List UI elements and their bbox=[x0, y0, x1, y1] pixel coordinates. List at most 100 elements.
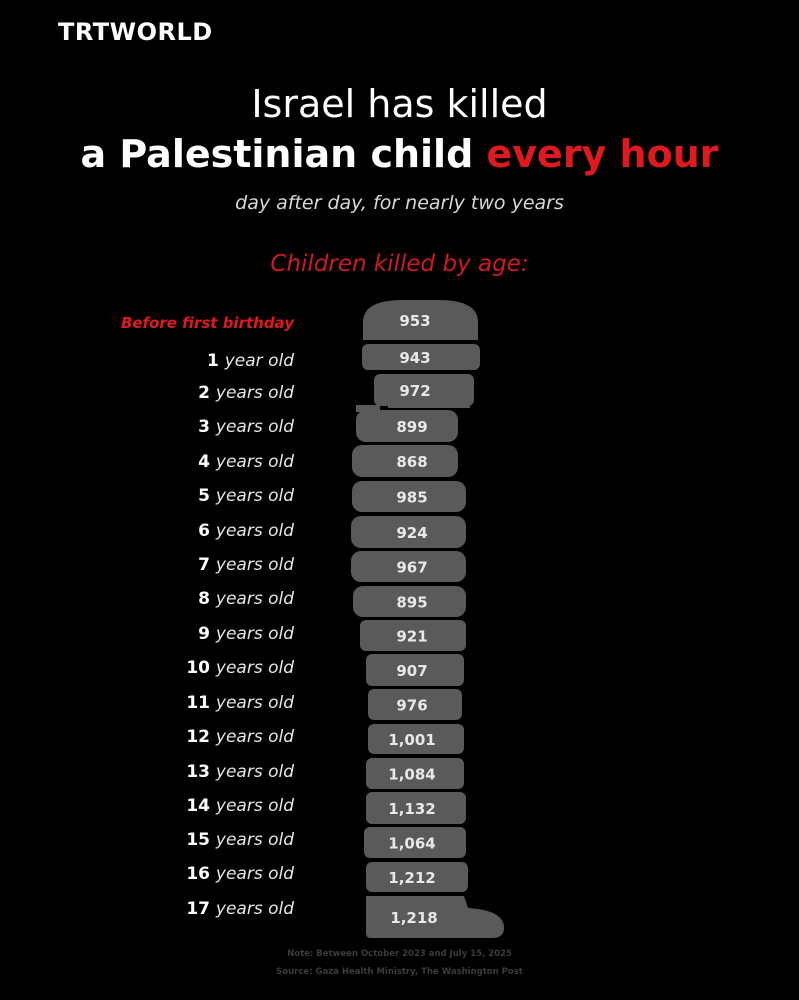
value-label-2: 972 bbox=[399, 382, 430, 400]
age-number: 5 bbox=[198, 486, 216, 506]
value-label-7: 967 bbox=[396, 559, 427, 577]
silhouette-band-11 bbox=[368, 689, 462, 720]
age-number: 12 bbox=[186, 727, 216, 747]
age-number: 16 bbox=[186, 864, 216, 884]
age-number: 1 bbox=[207, 351, 225, 371]
age-number: 15 bbox=[186, 830, 216, 850]
footer-note: Note: Between October 2023 and July 15, … bbox=[287, 949, 512, 959]
silhouette-band-17 bbox=[366, 896, 504, 938]
age-label-1: 1 year old bbox=[4, 351, 294, 371]
value-label-5: 985 bbox=[396, 489, 427, 507]
silhouette-band-2 bbox=[374, 374, 474, 406]
subtitle: day after day, for nearly two years bbox=[235, 192, 564, 214]
silhouette-band-8 bbox=[353, 586, 466, 617]
age-number: 4 bbox=[198, 452, 216, 472]
silhouette-band-7 bbox=[351, 551, 466, 582]
value-label-3: 899 bbox=[396, 418, 427, 436]
age-unit: years old bbox=[215, 899, 294, 919]
value-label-8: 895 bbox=[396, 594, 427, 612]
silhouette-band-13 bbox=[366, 758, 464, 789]
age-number: 3 bbox=[198, 417, 216, 437]
age-unit: years old bbox=[215, 555, 294, 575]
silhouette-connector-0 bbox=[388, 402, 470, 408]
chart-title: Children killed by age: bbox=[270, 251, 529, 277]
age-label-11: 11 years old bbox=[4, 693, 294, 713]
age-number: 7 bbox=[198, 555, 216, 575]
value-label-0: 953 bbox=[399, 312, 430, 330]
value-label-10: 907 bbox=[396, 662, 427, 680]
age-label-10: 10 years old bbox=[4, 658, 294, 678]
age-unit: years old bbox=[215, 693, 294, 713]
age-number: 6 bbox=[198, 521, 216, 541]
value-label-13: 1,084 bbox=[388, 766, 435, 784]
age-number: 11 bbox=[186, 693, 216, 713]
age-number: 14 bbox=[186, 796, 216, 816]
value-label-14: 1,132 bbox=[388, 800, 435, 818]
headline-accent-text: every hour bbox=[486, 132, 719, 176]
silhouette-band-4 bbox=[352, 445, 458, 477]
age-label-4: 4 years old bbox=[4, 452, 294, 472]
age-label-12: 12 years old bbox=[4, 727, 294, 747]
age-label-9: 9 years old bbox=[4, 624, 294, 644]
age-unit: years old bbox=[215, 830, 294, 850]
silhouette-band-16 bbox=[366, 862, 468, 892]
age-unit: years old bbox=[215, 417, 294, 437]
age-number: 17 bbox=[186, 899, 216, 919]
age-label-13: 13 years old bbox=[4, 762, 294, 782]
silhouette-band-5 bbox=[352, 481, 466, 512]
silhouette-band-3 bbox=[356, 410, 458, 442]
age-label-16: 16 years old bbox=[4, 864, 294, 884]
silhouette-band-15 bbox=[364, 827, 466, 858]
age-label-14: 14 years old bbox=[4, 796, 294, 816]
age-number: 8 bbox=[198, 589, 216, 609]
age-unit: years old bbox=[215, 521, 294, 541]
value-label-17: 1,218 bbox=[390, 909, 437, 927]
headline-line-2: a Palestinian child every hour bbox=[0, 132, 799, 176]
age-label-5: 5 years old bbox=[4, 486, 294, 506]
headline-line-1: Israel has killed bbox=[251, 82, 548, 126]
value-label-12: 1,001 bbox=[388, 731, 435, 749]
age-unit: years old bbox=[215, 452, 294, 472]
age-number: 10 bbox=[186, 658, 216, 678]
age-number: 13 bbox=[186, 762, 216, 782]
silhouette-band-1 bbox=[362, 344, 480, 370]
value-label-11: 976 bbox=[396, 697, 427, 715]
age-unit: years old bbox=[215, 796, 294, 816]
age-unit: years old bbox=[215, 624, 294, 644]
value-label-6: 924 bbox=[396, 524, 427, 542]
silhouette-band-12 bbox=[368, 724, 464, 754]
silhouette-band-6 bbox=[351, 516, 466, 548]
value-label-9: 921 bbox=[396, 628, 427, 646]
age-unit: years old bbox=[215, 864, 294, 884]
value-label-16: 1,212 bbox=[388, 869, 435, 887]
age-label-17: 17 years old bbox=[4, 899, 294, 919]
age-unit: year old bbox=[224, 351, 294, 371]
age-label-0: Before first birthday bbox=[120, 314, 294, 332]
age-label-8: 8 years old bbox=[4, 589, 294, 609]
value-label-15: 1,064 bbox=[388, 835, 435, 853]
silhouette-connector-1 bbox=[356, 405, 380, 412]
age-label-2: 2 years old bbox=[4, 383, 294, 403]
silhouette-band-10 bbox=[366, 654, 464, 686]
age-unit: years old bbox=[215, 486, 294, 506]
age-label-15: 15 years old bbox=[4, 830, 294, 850]
age-label-7: 7 years old bbox=[4, 555, 294, 575]
trtworld-logo: TRTWORLD bbox=[58, 18, 213, 46]
headline-main-text: a Palestinian child bbox=[80, 132, 487, 176]
value-label-1: 943 bbox=[399, 349, 430, 367]
footer-source: Source: Gaza Health Ministry, The Washin… bbox=[276, 967, 523, 977]
age-unit: years old bbox=[215, 762, 294, 782]
age-label-3: 3 years old bbox=[4, 417, 294, 437]
silhouette-band-14 bbox=[366, 792, 466, 824]
value-label-4: 868 bbox=[396, 453, 427, 471]
age-unit: years old bbox=[215, 589, 294, 609]
age-number: 2 bbox=[198, 383, 216, 403]
age-unit: years old bbox=[215, 727, 294, 747]
age-number: 9 bbox=[198, 624, 216, 644]
age-label-6: 6 years old bbox=[4, 521, 294, 541]
age-unit: years old bbox=[215, 383, 294, 403]
age-unit: years old bbox=[215, 658, 294, 678]
silhouette-band-9 bbox=[360, 620, 466, 651]
silhouette-band-0 bbox=[363, 300, 478, 340]
